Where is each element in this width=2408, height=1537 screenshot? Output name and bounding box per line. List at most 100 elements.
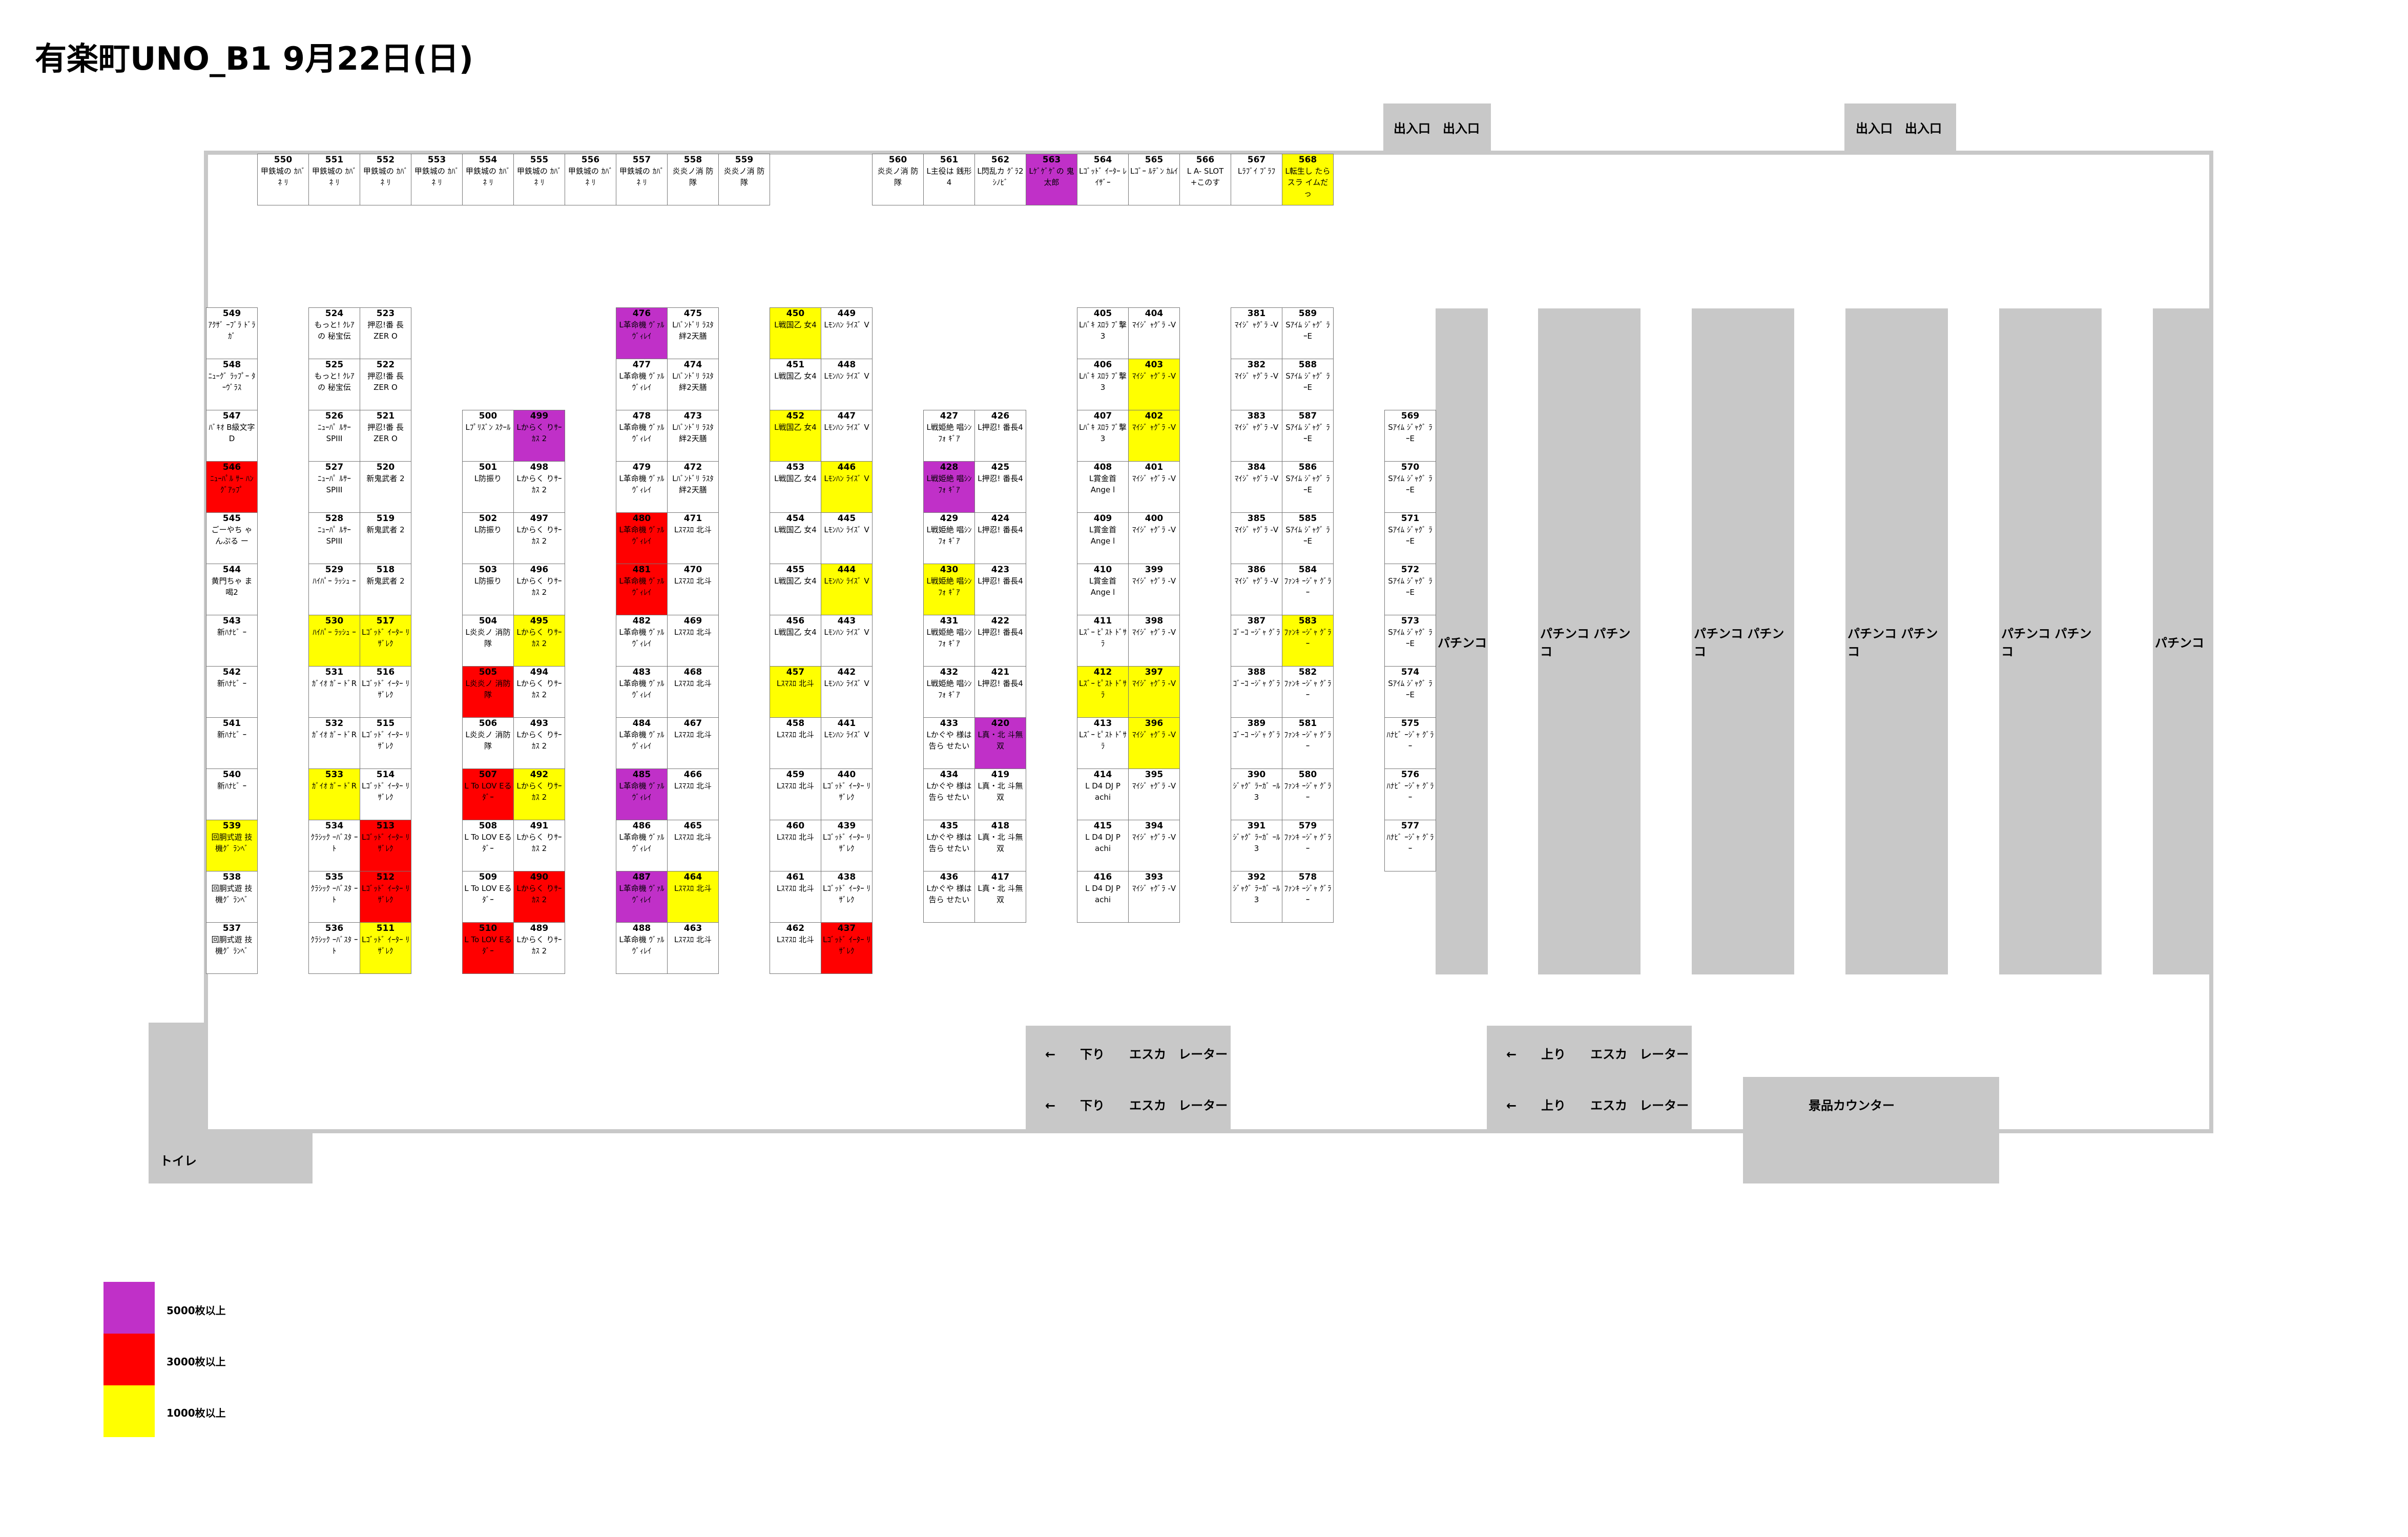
machine-449[interactable]: 449 Lﾓﾝﾊﾝ ﾗｲｽﾞ V <box>821 307 873 359</box>
machine-494[interactable]: 494 Lからく りｻｰｶｽ 2 <box>513 666 565 718</box>
machine-396[interactable]: 396 ﾏｲｼﾞ ｬｸﾞﾗ -V <box>1128 717 1180 769</box>
machine-547[interactable]: 547 ﾊﾞｷｵ B級文字 D <box>206 410 258 462</box>
machine-564[interactable]: 564 Lｺﾞｯﾄﾞ ｲｰﾀｰ ﾚｲｻﾞｰ <box>1077 154 1129 205</box>
machine-508[interactable]: 508 L To LOV Eるﾀﾞｰ <box>462 820 514 871</box>
machine-475[interactable]: 475 Lﾊﾞﾝﾄﾞﾘ ﾗｽﾀ 絆2天膳 <box>667 307 719 359</box>
machine-485[interactable]: 485 L革命機 ｳﾞｧﾙ ｳﾞｨﾚｲ <box>616 768 668 820</box>
machine-404[interactable]: 404 ﾏｲｼﾞ ｬｸﾞﾗ -V <box>1128 307 1180 359</box>
machine-479[interactable]: 479 L革命機 ｳﾞｧﾙ ｳﾞｨﾚｲ <box>616 461 668 513</box>
machine-502[interactable]: 502 L防振り <box>462 512 514 564</box>
machine-464[interactable]: 464 Lｽﾏｽﾛ 北斗 <box>667 871 719 923</box>
machine-555[interactable]: 555 甲鉄城の ｶﾊﾞﾈ ﾘ <box>513 154 565 205</box>
machine-514[interactable]: 514 Lｺﾞｯﾄﾞ ｲｰﾀｰ ﾘｻﾞﾚｸ <box>360 768 411 820</box>
machine-549[interactable]: 549 ｱｸｻﾞ ｰﾌﾞﾗ ﾄﾞﾗｶﾞ <box>206 307 258 359</box>
machine-385[interactable]: 385 ﾏｲｼﾞ ｬｸﾞﾗ -V <box>1231 512 1282 564</box>
machine-421[interactable]: 421 L押忍! 番長4 <box>974 666 1026 718</box>
machine-556[interactable]: 556 甲鉄城の ｶﾊﾞﾈ ﾘ <box>565 154 616 205</box>
machine-542[interactable]: 542 新ﾊﾅﾋﾞ ｰ <box>206 666 258 718</box>
machine-419[interactable]: 419 L真・北 斗無双 <box>974 768 1026 820</box>
machine-463[interactable]: 463 Lｽﾏｽﾛ 北斗 <box>667 922 719 974</box>
machine-383[interactable]: 383 ﾏｲｼﾞ ｬｸﾞﾗ -V <box>1231 410 1282 462</box>
machine-516[interactable]: 516 Lｺﾞｯﾄﾞ ｲｰﾀｰ ﾘｻﾞﾚｸ <box>360 666 411 718</box>
machine-563[interactable]: 563 Lｹﾞｹﾞｹﾞの 鬼太郎 <box>1026 154 1077 205</box>
machine-441[interactable]: 441 Lﾓﾝﾊﾝ ﾗｲｽﾞ V <box>821 717 873 769</box>
machine-557[interactable]: 557 甲鉄城の ｶﾊﾞﾈ ﾘ <box>616 154 668 205</box>
machine-417[interactable]: 417 L真・北 斗無双 <box>974 871 1026 923</box>
machine-442[interactable]: 442 Lﾓﾝﾊﾝ ﾗｲｽﾞ V <box>821 666 873 718</box>
machine-521[interactable]: 521 押忍!番 長ZER O <box>360 410 411 462</box>
machine-397[interactable]: 397 ﾏｲｼﾞ ｬｸﾞﾗ -V <box>1128 666 1180 718</box>
machine-470[interactable]: 470 Lｽﾏｽﾛ 北斗 <box>667 564 719 615</box>
machine-495[interactable]: 495 Lからく りｻｰｶｽ 2 <box>513 615 565 667</box>
machine-448[interactable]: 448 Lﾓﾝﾊﾝ ﾗｲｽﾞ V <box>821 359 873 410</box>
machine-430[interactable]: 430 L戦姫絶 唱ｼﾝﾌｫ ｷﾞｱ <box>923 564 975 615</box>
machine-407[interactable]: 407 Lﾊﾞｷ ｽﾛﾗ ﾌﾞ撃3 <box>1077 410 1129 462</box>
machine-548[interactable]: 548 ﾆｭｰｸﾞ ﾗｯﾌﾟｰ ﾀｰｳﾞﾗｽ <box>206 359 258 410</box>
machine-567[interactable]: 567 Lﾗﾌﾞｲ ﾌﾞﾗﾌ <box>1231 154 1282 205</box>
machine-445[interactable]: 445 Lﾓﾝﾊﾝ ﾗｲｽﾞ V <box>821 512 873 564</box>
machine-453[interactable]: 453 L戦国乙 女4 <box>770 461 821 513</box>
machine-388[interactable]: 388 ｺﾞｰｺ ｰｼﾞｬ ｸﾞﾗ <box>1231 666 1282 718</box>
machine-559[interactable]: 559 炎炎ノ消 防隊 <box>718 154 770 205</box>
machine-581[interactable]: 581 ﾌｧﾝｷ ｰｼﾞｬ ｸﾞﾗｰ <box>1282 717 1334 769</box>
machine-443[interactable]: 443 Lﾓﾝﾊﾝ ﾗｲｽﾞ V <box>821 615 873 667</box>
machine-543[interactable]: 543 新ﾊﾅﾋﾞ ｰ <box>206 615 258 667</box>
machine-466[interactable]: 466 Lｽﾏｽﾛ 北斗 <box>667 768 719 820</box>
machine-438[interactable]: 438 Lｺﾞｯﾄﾞ ｲｰﾀｰ ﾘｻﾞﾚｸ <box>821 871 873 923</box>
machine-389[interactable]: 389 ｺﾞｰｺ ｰｼﾞｬ ｸﾞﾗ <box>1231 717 1282 769</box>
machine-444[interactable]: 444 Lﾓﾝﾊﾝ ﾗｲｽﾞ V <box>821 564 873 615</box>
machine-450[interactable]: 450 L戦国乙 女4 <box>770 307 821 359</box>
machine-392[interactable]: 392 ｼﾞｬｸﾞ ﾗｰｶﾞ ｰﾙ3 <box>1231 871 1282 923</box>
machine-482[interactable]: 482 L革命機 ｳﾞｧﾙ ｳﾞｨﾚｲ <box>616 615 668 667</box>
machine-483[interactable]: 483 L革命機 ｳﾞｧﾙ ｳﾞｨﾚｲ <box>616 666 668 718</box>
machine-493[interactable]: 493 Lからく りｻｰｶｽ 2 <box>513 717 565 769</box>
machine-577[interactable]: 577 ﾊﾅﾋﾞ ｰｼﾞｬ ｸﾞﾗｰ <box>1384 820 1436 871</box>
machine-487[interactable]: 487 L革命機 ｳﾞｧﾙ ｳﾞｨﾚｲ <box>616 871 668 923</box>
machine-546[interactable]: 546 ﾆｭｰﾊﾟﾙ ｻｰ ﾊﾝｸﾞｱｯﾌﾟ <box>206 461 258 513</box>
machine-572[interactable]: 572 Sｱｲﾑ ｼﾞｬｸﾞ ﾗｰE <box>1384 564 1436 615</box>
machine-471[interactable]: 471 Lｽﾏｽﾛ 北斗 <box>667 512 719 564</box>
machine-573[interactable]: 573 Sｱｲﾑ ｼﾞｬｸﾞ ﾗｰE <box>1384 615 1436 667</box>
machine-515[interactable]: 515 Lｺﾞｯﾄﾞ ｲｰﾀｰ ﾘｻﾞﾚｸ <box>360 717 411 769</box>
machine-461[interactable]: 461 Lｽﾏｽﾛ 北斗 <box>770 871 821 923</box>
machine-519[interactable]: 519 新鬼武者 2 <box>360 512 411 564</box>
machine-473[interactable]: 473 Lﾊﾞﾝﾄﾞﾘ ﾗｽﾀ 絆2天膳 <box>667 410 719 462</box>
machine-468[interactable]: 468 Lｽﾏｽﾛ 北斗 <box>667 666 719 718</box>
machine-535[interactable]: 535 ｸﾗｼｯｸ ｰﾊﾞｽﾀ ｰﾄ <box>308 871 360 923</box>
machine-533[interactable]: 533 ｶﾞｲｵ ｶﾞｰ ﾄﾞR <box>308 768 360 820</box>
machine-410[interactable]: 410 L賞金首 Ange l <box>1077 564 1129 615</box>
machine-562[interactable]: 562 L閃乱カ ｸﾞﾗ2 ｼﾉﾋﾞ <box>974 154 1026 205</box>
machine-539[interactable]: 539 回胴式遊 技機ｸﾞ ﾗﾝﾍﾞ <box>206 820 258 871</box>
machine-472[interactable]: 472 Lﾊﾞﾝﾄﾞﾘ ﾗｽﾀ 絆2天膳 <box>667 461 719 513</box>
machine-391[interactable]: 391 ｼﾞｬｸﾞ ﾗｰｶﾞ ｰﾙ3 <box>1231 820 1282 871</box>
machine-452[interactable]: 452 L戦国乙 女4 <box>770 410 821 462</box>
machine-413[interactable]: 413 Lｽﾞｰ ﾋﾟｽﾄ ﾄﾞｻﾗ <box>1077 717 1129 769</box>
machine-576[interactable]: 576 ﾊﾅﾋﾞ ｰｼﾞｬ ｸﾞﾗｰ <box>1384 768 1436 820</box>
machine-585[interactable]: 585 Sｱｲﾑ ｼﾞｬｸﾞ ﾗｰE <box>1282 512 1334 564</box>
machine-395[interactable]: 395 ﾏｲｼﾞ ｬｸﾞﾗ -V <box>1128 768 1180 820</box>
machine-420[interactable]: 420 L真・北 斗無双 <box>974 717 1026 769</box>
machine-569[interactable]: 569 Sｱｲﾑ ｼﾞｬｸﾞ ﾗｰE <box>1384 410 1436 462</box>
machine-565[interactable]: 565 Lｺﾞｰ ﾙﾃﾞﾝ ｶﾑｲ <box>1128 154 1180 205</box>
machine-488[interactable]: 488 L革命機 ｳﾞｧﾙ ｳﾞｨﾚｲ <box>616 922 668 974</box>
machine-400[interactable]: 400 ﾏｲｼﾞ ｬｸﾞﾗ -V <box>1128 512 1180 564</box>
machine-588[interactable]: 588 Sｱｲﾑ ｼﾞｬｸﾞ ﾗｰE <box>1282 359 1334 410</box>
machine-513[interactable]: 513 Lｺﾞｯﾄﾞ ｲｰﾀｰ ﾘｻﾞﾚｸ <box>360 820 411 871</box>
machine-402[interactable]: 402 ﾏｲｼﾞ ｬｸﾞﾗ -V <box>1128 410 1180 462</box>
machine-409[interactable]: 409 L賞金首 Ange l <box>1077 512 1129 564</box>
machine-399[interactable]: 399 ﾏｲｼﾞ ｬｸﾞﾗ -V <box>1128 564 1180 615</box>
machine-500[interactable]: 500 Lﾌﾟﾘｽﾞﾝ ｽｸｰﾙ <box>462 410 514 462</box>
machine-532[interactable]: 532 ｶﾞｲｵ ｶﾞｰ ﾄﾞR <box>308 717 360 769</box>
machine-583[interactable]: 583 ﾌｧﾝｷ ｰｼﾞｬ ｸﾞﾗｰ <box>1282 615 1334 667</box>
machine-537[interactable]: 537 回胴式遊 技機ｸﾞ ﾗﾝﾍﾞ <box>206 922 258 974</box>
machine-501[interactable]: 501 L防振り <box>462 461 514 513</box>
machine-538[interactable]: 538 回胴式遊 技機ｸﾞ ﾗﾝﾍﾞ <box>206 871 258 923</box>
machine-451[interactable]: 451 L戦国乙 女4 <box>770 359 821 410</box>
entrance-left[interactable]: 出入口 出入口 <box>1383 103 1491 151</box>
machine-437[interactable]: 437 Lｺﾞｯﾄﾞ ｲｰﾀｰ ﾘｻﾞﾚｸ <box>821 922 873 974</box>
machine-550[interactable]: 550 甲鉄城の ｶﾊﾞﾈ ﾘ <box>257 154 309 205</box>
machine-403[interactable]: 403 ﾏｲｼﾞ ｬｸﾞﾗ -V <box>1128 359 1180 410</box>
machine-523[interactable]: 523 押忍!番 長ZER O <box>360 307 411 359</box>
machine-503[interactable]: 503 L防振り <box>462 564 514 615</box>
machine-507[interactable]: 507 L To LOV Eるﾀﾞｰ <box>462 768 514 820</box>
